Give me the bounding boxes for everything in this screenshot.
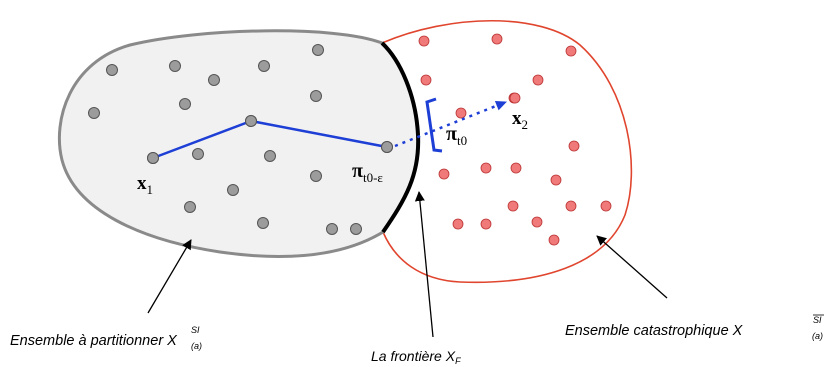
frontier-curve [380,41,421,234]
partition-set-pointer-arrow [147,239,192,314]
frontier-bracket [425,97,443,153]
gray-point [179,98,191,110]
red-point [565,200,577,212]
red-point [480,162,492,174]
gray-point [106,64,118,76]
red-point [452,218,464,230]
gray-point [326,223,338,235]
catastrophic-set-caption: Ensemble catastrophique X [565,323,744,339]
pi-t0-eps-label: πt0-ε [352,160,383,185]
red-point [509,92,521,104]
catastrophic-set-caption-sub: (a) [812,331,823,341]
gray-point [208,74,220,86]
x1-point [147,152,159,164]
gray-point [310,170,322,182]
gray-point [350,223,362,235]
pi-t0-label: πt0 [446,123,467,148]
catastrophic-points [418,33,612,246]
catastrophic-set-caption-sup: SI [813,315,822,325]
catastrophic-set-pointer-arrow [596,235,668,299]
red-point [565,45,577,57]
gray-point [257,217,269,229]
pi-t0-eps-point [381,141,393,153]
partition-set-caption-sub: (a) [191,341,202,351]
gray-point [264,150,276,162]
red-point [510,162,522,174]
red-point [418,35,430,47]
red-point [480,218,492,230]
red-point [532,74,544,86]
partition-set-caption-sup: SI [191,325,200,335]
gray-point [227,184,239,196]
red-point [491,33,503,45]
red-point [455,107,467,119]
red-point [568,140,580,152]
gray-point [184,201,196,213]
partition-set-caption: Ensemble à partitionner X [10,333,178,349]
waypoint [245,115,257,127]
x1-label: x1 [137,173,153,197]
red-point [507,200,519,212]
red-point [531,216,543,228]
frontier-caption: La frontière XF [371,348,461,366]
x2-label: x2 [512,108,528,132]
red-point [438,168,450,180]
red-point [420,74,432,86]
red-point [600,200,612,212]
gray-point [88,107,100,119]
gray-point [310,90,322,102]
gray-point [312,44,324,56]
frontier-pointer-arrow [414,191,434,338]
red-point [548,234,560,246]
gray-point [192,148,204,160]
gray-point [258,60,270,72]
red-point [550,174,562,186]
gray-point [169,60,181,72]
